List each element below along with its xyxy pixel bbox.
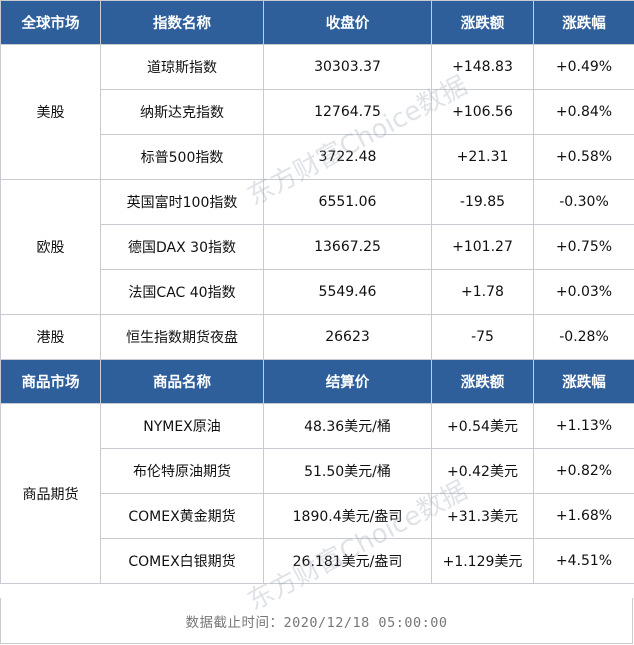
change-value: +0.54美元 [431,403,534,449]
change-pct: +0.84% [533,89,634,135]
group-label-eu: 欧股 [0,179,101,315]
settle-price: 48.36美元/桶 [263,403,432,449]
group-label-commodity: 商品期货 [0,403,101,584]
change-value: +106.56 [431,89,534,135]
change-value: +1.129美元 [431,538,534,584]
index-name: 恒生指数期货夜盘 [100,314,264,360]
header-index-name: 指数名称 [100,0,264,45]
change-value: +21.31 [431,134,534,180]
commodity-name: COMEX白银期货 [100,538,264,584]
close-price: 3722.48 [263,134,432,180]
table-row: 布伦特原油期货 51.50美元/桶 +0.42美元 +0.82% [1,448,634,494]
close-price: 6551.06 [263,179,432,225]
change-value: +148.83 [431,44,534,90]
change-pct: +0.82% [533,448,634,494]
index-name: 法国CAC 40指数 [100,269,264,315]
commodity-header-row: 商品市场 商品名称 结算价 涨跌额 涨跌幅 [0,359,634,404]
close-price: 5549.46 [263,269,432,315]
index-name: 德国DAX 30指数 [100,224,264,270]
change-pct: +4.51% [533,538,634,584]
header-market: 全球市场 [0,0,101,45]
change-pct: +0.75% [533,224,634,270]
commodity-name: 布伦特原油期货 [100,448,264,494]
table-row: COMEX黄金期货 1890.4美元/盎司 +31.3美元 +1.68% [1,493,634,539]
change-pct: -0.30% [533,179,634,225]
index-name: 道琼斯指数 [100,44,264,90]
settle-price: 1890.4美元/盎司 [263,493,432,539]
commodity-name: NYMEX原油 [100,403,264,449]
header-commodity-name: 商品名称 [100,359,264,404]
close-price: 12764.75 [263,89,432,135]
settle-price: 26.181美元/盎司 [263,538,432,584]
data-timestamp-footer: 数据截止时间：2020/12/18 05:00:00 [0,598,633,644]
close-price: 30303.37 [263,44,432,90]
change-pct: +0.49% [533,44,634,90]
close-price: 26623 [263,314,432,360]
table-row: 商品期货 NYMEX原油 48.36美元/桶 +0.54美元 +1.13% [0,403,634,584]
header-change-pct: 涨跌幅 [533,0,634,45]
table-row: 德国DAX 30指数 13667.25 +101.27 +0.75% [1,224,634,270]
table-row: 港股 恒生指数期货夜盘 26623 -75 -0.28% [0,314,634,360]
header-settle-price: 结算价 [263,359,432,404]
commodity-name: COMEX黄金期货 [100,493,264,539]
header-close-price: 收盘价 [263,0,432,45]
index-name: 英国富时100指数 [100,179,264,225]
group-label-us: 美股 [0,44,101,180]
header-commodity-market: 商品市场 [0,359,101,404]
change-value: -75 [431,314,534,360]
change-pct: +0.58% [533,134,634,180]
index-name: 纳斯达克指数 [100,89,264,135]
change-value: +101.27 [431,224,534,270]
table-row: 法国CAC 40指数 5549.46 +1.78 +0.03% [1,269,634,315]
table-row: 纳斯达克指数 12764.75 +106.56 +0.84% [1,89,634,135]
change-value: +0.42美元 [431,448,534,494]
change-pct: +1.13% [533,403,634,449]
group-label-hk: 港股 [0,314,101,360]
header-change: 涨跌额 [431,359,534,404]
settle-price: 51.50美元/桶 [263,448,432,494]
change-value: +31.3美元 [431,493,534,539]
close-price: 13667.25 [263,224,432,270]
change-pct: -0.28% [533,314,634,360]
table-row: 欧股 英国富时100指数 6551.06 -19.85 -0.30% [0,179,634,315]
change-value: +1.78 [431,269,534,315]
change-pct: +0.03% [533,269,634,315]
table-row: 标普500指数 3722.48 +21.31 +0.58% [1,134,634,180]
market-table: 全球市场 指数名称 收盘价 涨跌额 涨跌幅 美股 道琼斯指数 30303.37 … [0,0,634,584]
header-change: 涨跌额 [431,0,534,45]
header-change-pct: 涨跌幅 [533,359,634,404]
change-value: -19.85 [431,179,534,225]
table-row: 美股 道琼斯指数 30303.37 +148.83 +0.49% [0,44,634,180]
index-header-row: 全球市场 指数名称 收盘价 涨跌额 涨跌幅 [0,0,634,45]
index-name: 标普500指数 [100,134,264,180]
change-pct: +1.68% [533,493,634,539]
table-row: COMEX白银期货 26.181美元/盎司 +1.129美元 +4.51% [1,538,634,584]
